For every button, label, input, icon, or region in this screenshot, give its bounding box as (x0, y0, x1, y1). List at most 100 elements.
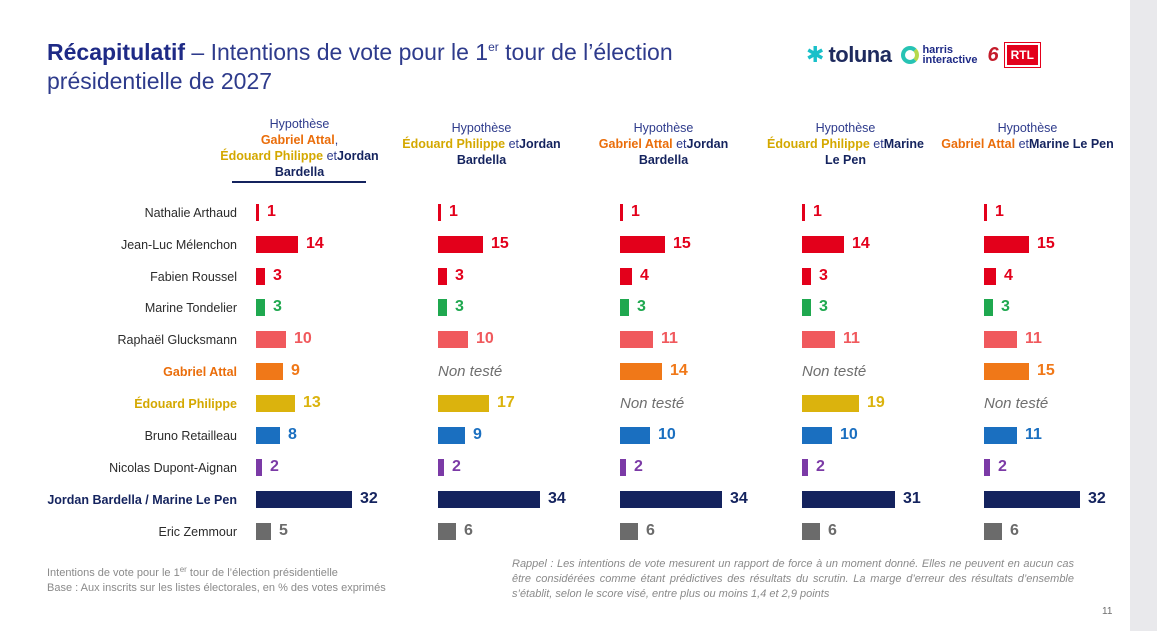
bar (438, 204, 441, 221)
bar (620, 459, 626, 476)
candidate-label: Jean-Luc Mélenchon (120, 238, 237, 252)
hypothesis-part: Gabriel Attal (260, 133, 335, 147)
bar (984, 427, 1017, 444)
bar (984, 331, 1017, 348)
value-label: 3 (455, 298, 464, 315)
bar (256, 204, 259, 221)
m6-logo: 6 (987, 43, 999, 66)
value-label: 6 (464, 522, 473, 539)
hypothesis-part: et (1015, 137, 1029, 151)
hypothesis-part: Jordan Bardella (638, 137, 729, 167)
value-label: 14 (852, 235, 870, 252)
value-label: 9 (473, 426, 482, 443)
value-label: 31 (903, 490, 921, 507)
bar (256, 299, 265, 316)
hypothesis-part: Gabriel Attal (941, 137, 1016, 151)
value-label: 1 (995, 203, 1004, 220)
hypothesis-candidates: Édouard Philippe etMarine Le Pen (758, 136, 933, 168)
value-label: 10 (840, 426, 858, 443)
footnote-superscript: er (179, 565, 187, 574)
bar (620, 363, 662, 380)
bar (984, 204, 987, 221)
bar (802, 491, 895, 508)
value-label: 5 (279, 522, 288, 539)
hypothesis-part: et (505, 137, 519, 151)
value-label: 3 (1001, 298, 1010, 315)
hypothesis-part: Jordan Bardella (456, 137, 561, 167)
rtl-logo: RTL (1003, 42, 1041, 68)
value-label: 3 (637, 298, 646, 315)
bar (438, 299, 447, 316)
value-label: 17 (497, 394, 515, 411)
harris-wordmark: harris interactive (922, 45, 977, 66)
value-label: 34 (730, 490, 748, 507)
hypothesis-part: Édouard Philippe (220, 149, 324, 163)
asterisk-icon: ✱ (806, 42, 825, 67)
bar (438, 236, 483, 253)
bar (438, 523, 456, 540)
bar (438, 491, 540, 508)
value-label: 10 (476, 330, 494, 347)
value-label: 8 (288, 426, 297, 443)
bar (620, 427, 650, 444)
bar (256, 363, 283, 380)
page-edge-strip (1130, 0, 1157, 631)
value-label: 10 (294, 330, 312, 347)
bar (802, 268, 811, 285)
bar (256, 395, 295, 412)
value-label: 2 (998, 458, 1007, 475)
hypothesis-part: Marine Le Pen (825, 137, 924, 167)
value-label: 14 (670, 362, 688, 379)
value-label: 2 (452, 458, 461, 475)
candidate-label: Raphaël Glucksmann (117, 333, 237, 347)
footnote-base: Intentions de vote pour le 1er tour de l… (47, 566, 386, 596)
page-number: 11 (1102, 606, 1113, 617)
value-label: 3 (819, 298, 828, 315)
hypothesis-part: et (869, 137, 884, 151)
candidate-label: Nicolas Dupont-Aignan (109, 461, 237, 475)
candidate-label: Édouard Philippe (134, 397, 237, 411)
hypothesis-part: Jordan Bardella (274, 149, 379, 179)
value-label: 13 (303, 394, 321, 411)
bar (256, 491, 352, 508)
bar (438, 395, 489, 412)
hypothesis-candidates: Édouard Philippe etJordan Bardella (394, 136, 569, 168)
value-label: 10 (658, 426, 676, 443)
hypothesis-part: , (334, 133, 339, 147)
hypothesis-header-4: Hypothèse Édouard Philippe etMarine Le Pe… (758, 120, 933, 168)
value-label: 32 (1088, 490, 1106, 507)
bar (620, 204, 623, 221)
hypothesis-prefix: Hypothèse (633, 121, 694, 135)
value-label: 2 (634, 458, 643, 475)
value-label: 9 (291, 362, 300, 379)
hypothesis-part: et (323, 149, 337, 163)
hypothesis-prefix: Hypothèse (451, 121, 512, 135)
bar (984, 268, 996, 285)
bar (984, 459, 990, 476)
footnote-line-1: Intentions de vote pour le 1er tour de l… (47, 566, 386, 581)
value-label: 19 (867, 394, 885, 411)
bar (620, 331, 653, 348)
bar (802, 204, 805, 221)
bar (256, 268, 265, 285)
value-label: 3 (455, 267, 464, 284)
toluna-logo: ✱ toluna (806, 42, 892, 68)
value-label: 1 (449, 203, 458, 220)
bar (620, 491, 722, 508)
candidate-label: Eric Zemmour (158, 525, 237, 539)
not-tested-label: Non testé (620, 395, 685, 412)
value-label: 3 (273, 267, 282, 284)
value-label: 11 (661, 330, 678, 347)
value-label: 1 (813, 203, 822, 220)
bar (620, 523, 638, 540)
bar (438, 268, 447, 285)
ring-icon (901, 46, 920, 64)
value-label: 11 (1025, 330, 1042, 347)
bar (802, 395, 859, 412)
bar (256, 459, 262, 476)
bar (256, 236, 298, 253)
candidate-label: Nathalie Arthaud (144, 206, 237, 220)
title-rest-a: – Intentions de vote pour le 1 (185, 39, 489, 65)
bar (438, 459, 444, 476)
hypothesis-candidates: Gabriel Attal etJordan Bardella (576, 136, 751, 168)
